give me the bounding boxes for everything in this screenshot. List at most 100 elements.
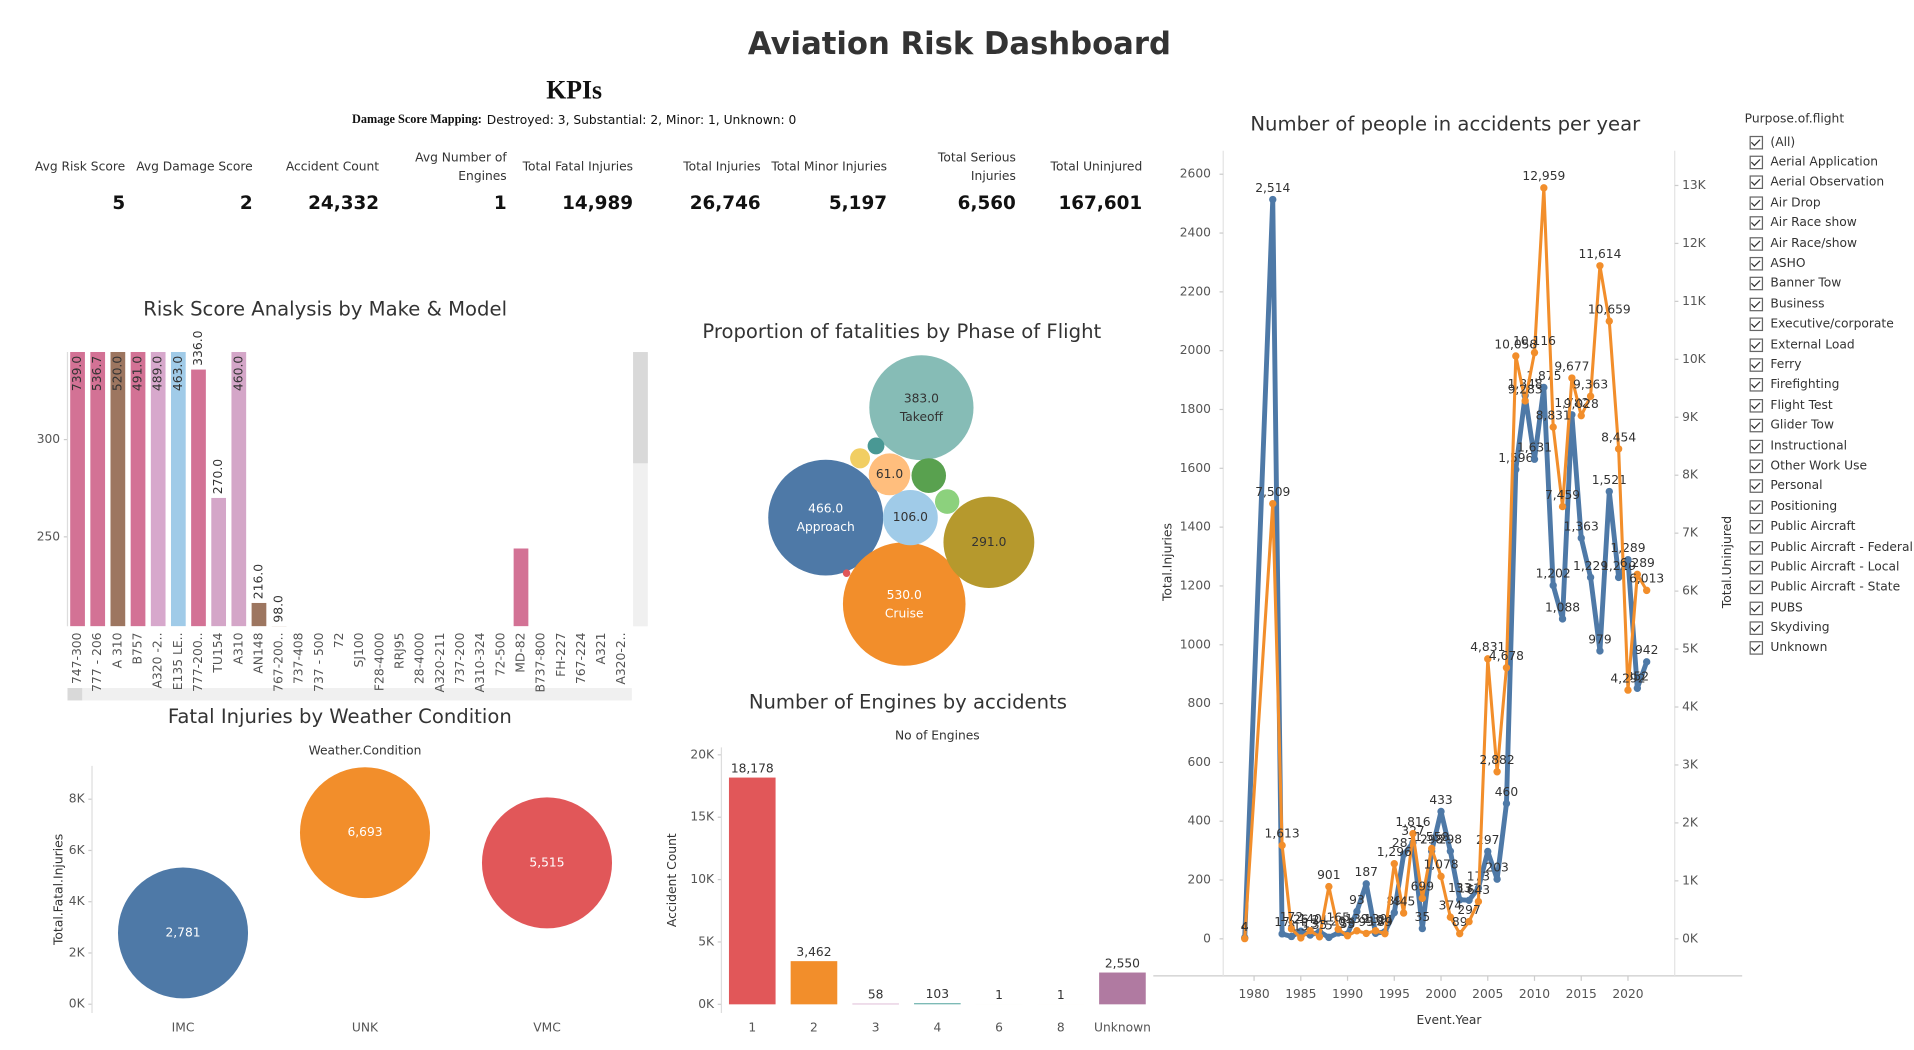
value-label: 26 — [1293, 913, 1309, 927]
x-tick-label: 72 — [332, 632, 346, 648]
filter-item[interactable]: Skydiving — [1745, 618, 1914, 638]
filter-item[interactable]: Personal — [1745, 476, 1914, 496]
checkbox[interactable] — [1749, 621, 1764, 636]
filter-item[interactable]: (All) — [1745, 132, 1914, 152]
y-tick-label: 1000 — [1180, 637, 1211, 651]
filter-label: Instructional — [1770, 439, 1848, 453]
scrollbar-thumb[interactable] — [633, 352, 648, 464]
point — [1577, 411, 1585, 420]
bar — [271, 626, 287, 627]
value-label: 58 — [868, 987, 884, 1001]
filter-item[interactable]: Public Aircraft — [1745, 517, 1914, 537]
value-label: 739.0 — [70, 356, 84, 391]
value-label: 2,550 — [1105, 956, 1140, 970]
checkbox[interactable] — [1749, 641, 1764, 656]
filter-item[interactable]: Air Drop — [1745, 193, 1914, 213]
checkbox[interactable] — [1749, 175, 1764, 190]
checkbox[interactable] — [1749, 378, 1764, 393]
checkbox[interactable] — [1749, 560, 1764, 575]
kpi-value: 1 — [494, 193, 507, 214]
filter-item[interactable]: Air Race/show — [1745, 233, 1914, 253]
point — [1269, 499, 1277, 508]
checkbox[interactable] — [1749, 277, 1764, 291]
filter-item[interactable]: PUBS — [1745, 598, 1914, 618]
y-tick-label: 2600 — [1180, 167, 1211, 181]
checkbox[interactable] — [1749, 155, 1764, 170]
scrollbar-thumb[interactable] — [67, 688, 83, 701]
checkbox[interactable] — [1749, 499, 1764, 514]
value-label: 9,363 — [1573, 378, 1608, 392]
filter-item[interactable]: External Load — [1745, 335, 1914, 355]
value-label: 1,363 — [1564, 519, 1599, 533]
y-tick-label: 1400 — [1180, 520, 1211, 534]
checkbox[interactable] — [1749, 540, 1764, 555]
point — [1399, 850, 1408, 859]
filter-item[interactable]: Aerial Application — [1745, 152, 1914, 172]
filter-title: Purpose.of.flight — [1744, 112, 1845, 127]
y2-tick-label: 12K — [1682, 236, 1707, 250]
point — [1446, 847, 1455, 855]
filter-item[interactable]: Public Aircraft - Federal — [1745, 537, 1914, 557]
checkbox[interactable] — [1749, 580, 1764, 595]
filter-item[interactable]: Aerial Observation — [1745, 173, 1914, 193]
filter-item[interactable]: Public Aircraft - Local — [1745, 557, 1914, 577]
checkbox[interactable] — [1749, 317, 1764, 332]
filter-item[interactable]: Other Work Use — [1745, 456, 1914, 476]
checkbox[interactable] — [1749, 358, 1764, 372]
checkbox[interactable] — [1749, 398, 1764, 413]
y-tick-label: 1200 — [1180, 578, 1211, 592]
filter-item[interactable]: Ferry — [1745, 355, 1914, 375]
value-label: 520.0 — [110, 356, 124, 391]
filter-item[interactable]: Public Aircraft - State — [1745, 578, 1914, 598]
value-label: 460 — [1495, 785, 1518, 799]
x-tick-label: A 310 — [110, 632, 124, 668]
checkbox[interactable] — [1749, 601, 1764, 615]
value-label: 489.0 — [151, 356, 165, 391]
x-tick-label: SJ100 — [352, 632, 366, 667]
y-tick-label: 1600 — [1180, 461, 1211, 475]
checkbox[interactable] — [1749, 459, 1764, 474]
checkbox[interactable] — [1749, 196, 1764, 210]
value-label: 53 — [1340, 917, 1356, 931]
checkbox[interactable] — [1749, 520, 1764, 534]
checkbox[interactable] — [1749, 236, 1764, 251]
value-label: 61.0 — [876, 467, 903, 481]
checkbox[interactable] — [1749, 216, 1764, 231]
checkbox[interactable] — [1749, 337, 1764, 352]
filter-item[interactable]: ASHO — [1745, 254, 1914, 274]
value-label: 1,202 — [1536, 567, 1571, 581]
value-label: 93 — [1349, 893, 1365, 907]
filter-item[interactable]: Air Race show — [1745, 213, 1914, 233]
checkbox[interactable] — [1749, 135, 1764, 150]
point — [1418, 924, 1427, 933]
kpi-label: Engines — [458, 169, 506, 183]
y-tick-label: 400 — [1188, 814, 1211, 828]
filter-item[interactable]: Glider Tow — [1745, 416, 1914, 436]
point — [1287, 925, 1296, 933]
checkbox[interactable] — [1749, 418, 1764, 433]
bar — [1099, 972, 1146, 1005]
chart-title: Number of Engines by accidents — [749, 690, 1067, 713]
checkbox[interactable] — [1749, 479, 1764, 494]
point — [1493, 875, 1501, 883]
filter-item[interactable]: Executive/corporate — [1745, 314, 1914, 334]
point — [1624, 556, 1632, 564]
value-label: 901 — [1317, 868, 1340, 882]
filter-item[interactable]: Banner Tow — [1745, 274, 1914, 294]
filter-item[interactable]: Unknown — [1745, 638, 1914, 658]
y-tick-label: 2200 — [1180, 284, 1211, 298]
filter-item[interactable]: Business — [1745, 294, 1914, 314]
value-label: 7,509 — [1255, 485, 1290, 499]
point — [1624, 686, 1632, 694]
filter-item[interactable]: Firefighting — [1745, 375, 1914, 395]
y2-tick-label: 8K — [1682, 468, 1699, 482]
checkbox[interactable] — [1749, 297, 1764, 312]
filter-item[interactable]: Flight Test — [1745, 395, 1914, 415]
checkbox[interactable] — [1749, 439, 1764, 453]
filter-label: Firefighting — [1770, 378, 1840, 393]
filter-item[interactable]: Instructional — [1745, 436, 1914, 456]
x-tick-label: MD-82 — [514, 632, 528, 672]
filter-item[interactable]: Positioning — [1745, 497, 1914, 517]
scrollbar-track — [67, 688, 632, 701]
checkbox[interactable] — [1749, 256, 1764, 271]
